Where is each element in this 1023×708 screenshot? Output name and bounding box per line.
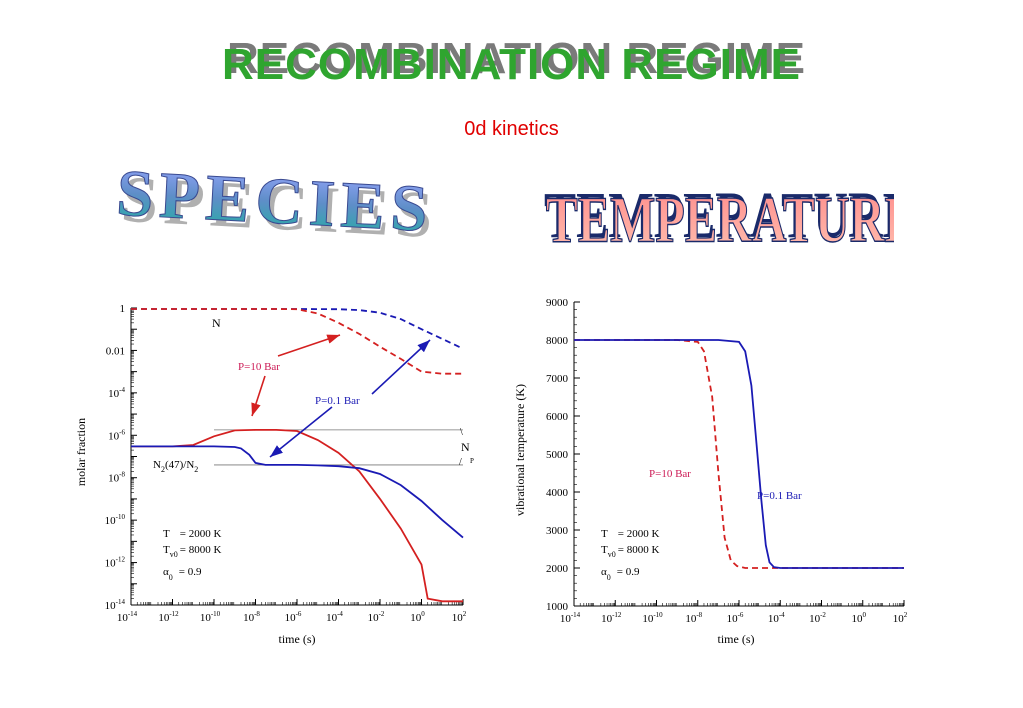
- svg-text:T= 2000 K: T = 2000 K: [163, 528, 221, 540]
- series-line: [574, 339, 904, 569]
- species-wordart-shadow: SPECIES: [120, 163, 441, 252]
- series-line: [574, 339, 904, 569]
- series-line: [131, 428, 463, 603]
- y-tick-label: 10-6: [108, 428, 125, 442]
- page-title: RECOMBINATION REGIME RECOMBINATION REGIM…: [0, 34, 1023, 100]
- x-tick-label: 102: [893, 611, 908, 625]
- y-tick-label: 3000: [546, 525, 569, 537]
- temp-p01-annotation: P=0.1 Bar: [757, 490, 802, 502]
- series-line: [131, 308, 464, 350]
- temperature-x-axis-label: time (s): [718, 632, 755, 646]
- y-tick-label: 1: [120, 303, 126, 315]
- species-wordart: SPECIES SPECIES: [114, 162, 441, 252]
- x-tick-label: 102: [452, 610, 467, 624]
- y-tick-label: 2000: [546, 563, 569, 575]
- series-line: [131, 445, 464, 539]
- page-subtitle: 0d kinetics: [464, 118, 559, 140]
- x-tick-label: 100: [852, 611, 867, 625]
- series-line: [131, 308, 463, 375]
- bracket-bottom: /: [459, 457, 462, 468]
- x-tick-label: 10-10: [200, 610, 221, 624]
- bracket-np-label: N: [461, 440, 470, 454]
- y-tick-label: 8000: [546, 335, 569, 347]
- temperature-wordart-shadow: TEMPERATURE: [544, 178, 894, 252]
- y-tick-label: 7000: [546, 373, 569, 385]
- p01-arrow-to-ratio: [269, 406, 333, 458]
- y-tick-label: 10-8: [108, 471, 125, 485]
- p10-arrow-to-n: [277, 334, 341, 357]
- y-tick-label: 10-14: [105, 598, 126, 612]
- temp-p10-annotation: P=10 Bar: [649, 468, 691, 480]
- x-tick-label: 10-6: [285, 610, 302, 624]
- p10-annotation: P=10 Bar: [238, 361, 280, 373]
- y-tick-label: 6000: [546, 411, 569, 423]
- temperature-params: T = 2000 K Tv0 = 8000 K α0 = 0.9: [601, 528, 659, 582]
- y-tick-label: 0.01: [106, 345, 125, 357]
- y-tick-label: 1000: [546, 601, 569, 613]
- x-tick-label: 10-12: [158, 610, 179, 624]
- svg-text:α0= 0.9: α0 = 0.9: [163, 566, 202, 582]
- x-tick-label: 10-12: [601, 611, 622, 625]
- y-tick-label: 9000: [546, 297, 569, 309]
- y-tick-label: 4000: [546, 487, 569, 499]
- bracket-top: \: [460, 427, 463, 438]
- x-tick-label: 10-6: [727, 611, 744, 625]
- temperature-chart: 10-14 10-12 10-10 10-8 10-6 10-4 10-2 100 102 100…: [513, 297, 908, 646]
- p10-arrow-to-ratio: [251, 375, 266, 417]
- x-tick-label: 10-8: [243, 610, 260, 624]
- y-tick-label: 10-4: [108, 386, 125, 400]
- svg-text:Tv0= 8000 K: Tv0 = 8000 K: [601, 544, 659, 559]
- x-tick-label: 10-2: [809, 611, 826, 625]
- p01-arrow-to-n: [371, 339, 431, 395]
- x-tick-label: 100: [410, 610, 425, 624]
- svg-text:T= 2000 K: T = 2000 K: [601, 528, 659, 540]
- svg-text:Tv0= 8000 K: Tv0 = 8000 K: [163, 544, 221, 559]
- x-tick-label: 10-4: [326, 610, 343, 624]
- species-y-axis-label: molar fraction: [74, 418, 88, 486]
- page-title-shadow: RECOMBINATION REGIME: [227, 34, 806, 83]
- svg-text:α0= 0.9: α0 = 0.9: [601, 566, 640, 582]
- page-title-text: RECOMBINATION REGIME: [222, 40, 801, 89]
- temperature-y-axis-label: vibrational temperature (K): [513, 384, 527, 516]
- y-tick-label: 10-12: [105, 556, 126, 570]
- n-species-label: N: [212, 316, 221, 330]
- temperature-wordart-text: TEMPERATURE: [546, 182, 894, 254]
- temperature-wordart: TEMPERATURE TEMPERATURE: [544, 178, 894, 254]
- x-tick-label: 10-8: [685, 611, 702, 625]
- y-tick-label: 5000: [546, 449, 569, 461]
- species-params: T = 2000 K Tv0 = 8000 K α0 = 0.9: [163, 528, 221, 582]
- bracket-np-sub: P: [470, 457, 474, 465]
- ratio-label: N2(47)/N2: [153, 459, 198, 474]
- x-tick-label: 10-4: [768, 611, 785, 625]
- x-tick-label: 10-2: [368, 610, 385, 624]
- x-tick-label: 10-14: [560, 611, 581, 625]
- y-tick-label: 10-10: [105, 513, 126, 527]
- x-tick-label: 10-10: [642, 611, 663, 625]
- species-chart: 10-14 10-12 10-10 10-8 10-6 10-4 10-2 100 102 1 0.…: [74, 303, 474, 646]
- species-x-axis-label: time (s): [279, 632, 316, 646]
- p01-annotation: P=0.1 Bar: [315, 395, 360, 407]
- x-tick-label: 10-14: [117, 610, 138, 624]
